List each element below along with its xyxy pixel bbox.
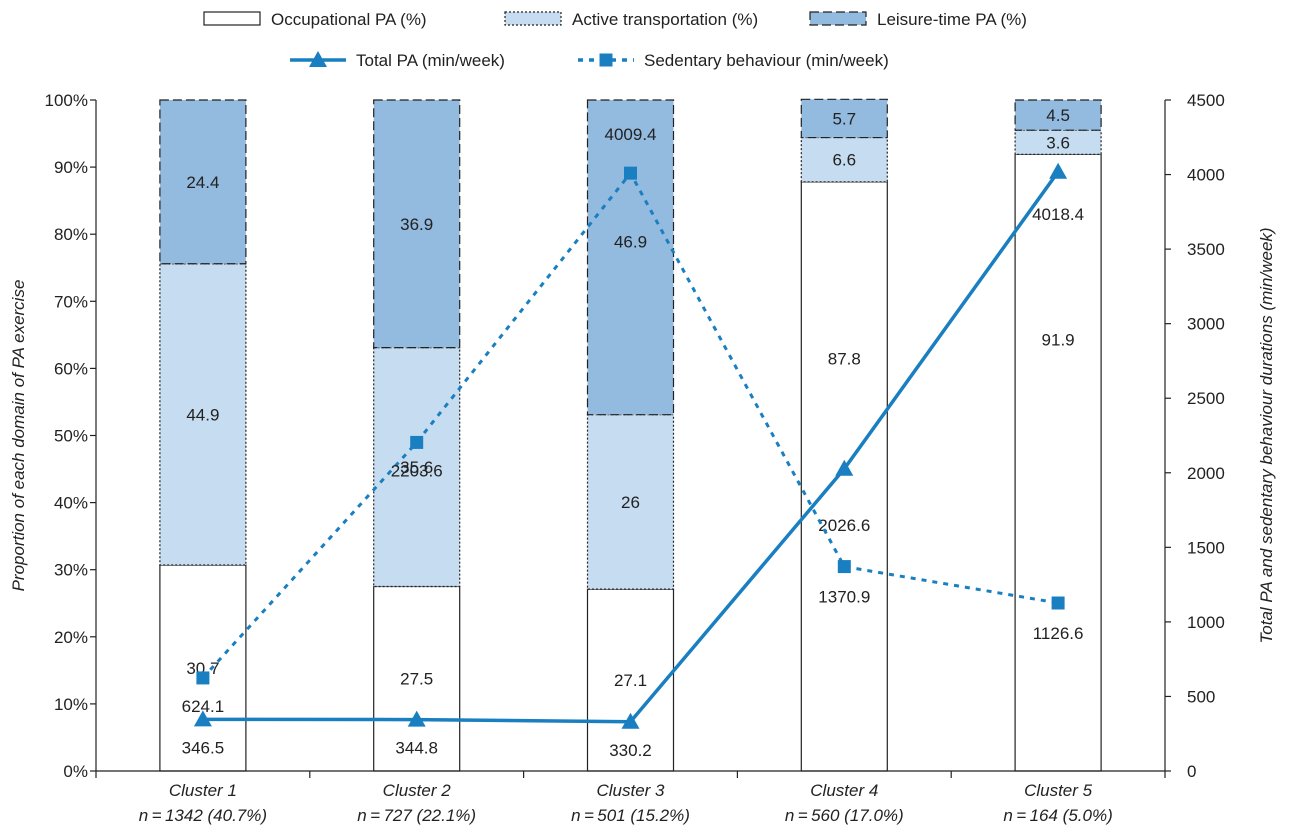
y-left-tick-label: 0% [63,762,88,781]
bar-segment-1-cluster-3 [586,588,675,772]
bar-value-label: 27.1 [614,671,647,690]
bar-value-label: 91.9 [1042,330,1075,349]
y-left-tick-label: 80% [54,225,88,244]
sedentary-marker [624,166,637,180]
bar-value-label: 3.6 [1046,133,1070,152]
legend-swatch [504,11,562,26]
legend-swatch [809,11,867,26]
x-category-label: Cluster 2 [383,781,452,800]
bar-value-label: 30.7 [186,659,219,678]
line-series: 346.5 344.8 330.2 2026.6 4018.4 624.1 2203.6 40… [182,125,1084,760]
line-value-label: 4009.4 [605,125,657,144]
bar-segment-1-cluster-1 [159,564,247,772]
y-left-tick-label: 10% [54,695,88,714]
y-right-tick-label: 1500 [1187,538,1225,557]
y-right-tick-label: 3000 [1187,315,1225,334]
total-pa-marker [835,459,854,476]
x-category-label: Cluster 1 [169,781,237,800]
y-left-tick-label: 60% [54,359,88,378]
bar-value-label: 87.8 [828,350,861,369]
bar-value-label: 4.5 [1046,106,1070,125]
bar-segment-3-cluster-1 [159,99,247,265]
legend-label: Occupational PA (%) [271,10,427,29]
bar-value-label: 44.9 [186,405,219,424]
legend-marker [599,53,613,67]
total-pa-marker [621,712,640,729]
y-right-tick-label: 1000 [1187,613,1225,632]
bar-value-label: 35.6 [400,458,433,477]
legend-label: Leisure-time PA (%) [877,10,1027,29]
x-category-n-label: n = 560 (17.0%) [785,806,904,825]
y-left-tick-label: 30% [54,561,88,580]
legend-marker [309,51,327,67]
x-category-n-label: n = 727 (22.1%) [357,806,476,825]
line-value-label: 1370.9 [818,588,870,607]
legend-label: Sedentary behaviour (min/week) [644,51,889,70]
bar-segment-3-cluster-3 [586,99,675,416]
legend-label: Total PA (min/week) [356,51,505,70]
y-left-tick-label: 50% [54,427,88,446]
bar-segment-3-cluster-2 [373,99,461,349]
x-category-label: Cluster 4 [810,781,878,800]
bar-value-label: 5.7 [832,109,856,128]
y-left-tick-label: 20% [54,628,88,647]
bar-value-label: 36.9 [400,215,433,234]
y-left-tick-label: 90% [54,158,88,177]
x-category-n-label: n = 1342 (40.7%) [139,806,267,825]
y-right-tick-label: 0 [1187,762,1196,781]
legend-swatch [203,11,261,26]
y-right-axis-title: Total PA and sedentary behaviour duratio… [1257,227,1276,643]
axes: 0% 10% 20% 30% 40% 50% 60% 70% 80% 90% 100% 0 500 100… [9,91,1276,825]
bar-segment-3-cluster-5 [1014,99,1102,131]
y-right-tick-label: 4500 [1187,91,1225,110]
bar-value-label: 46.9 [614,233,647,252]
bar-value-label: 27.5 [400,670,433,689]
bar-segment-3-cluster-4 [800,98,888,139]
line-value-label: 2203.6 [391,461,443,480]
total-pa-marker [407,710,426,727]
line-value-label: 346.5 [182,738,225,757]
bar-segment-2-cluster-1 [159,263,247,566]
x-category-label: Cluster 3 [596,781,665,800]
y-right-tick-label: 2000 [1187,464,1225,483]
line-value-label: 624.1 [182,697,225,716]
line-value-label: 330.2 [609,741,652,760]
sedentary-marker [837,560,851,574]
total-pa-marker [1049,162,1068,179]
bar-value-label: 6.6 [832,151,856,170]
bar-segment-1-cluster-4 [800,181,888,772]
x-category-label: Cluster 5 [1024,781,1093,800]
bar-segment-1-cluster-2 [373,585,461,772]
y-left-tick-label: 100% [45,91,88,110]
sedentary-marker [196,671,210,685]
x-category-n-label: n = 164 (5.0%) [1003,806,1112,825]
sedentary-marker [1051,596,1065,610]
y-right-tick-label: 4000 [1187,166,1225,185]
bar-value-label: 26 [621,493,640,512]
line-value-label: 1126.6 [1033,624,1084,643]
bar-segment-2-cluster-4 [800,136,888,183]
y-right-tick-label: 2500 [1187,389,1225,408]
legend-label: Active transportation (%) [572,10,758,29]
bar-segment-2-cluster-2 [373,346,461,588]
y-left-axis-title: Proportion of each domain of PA exercise [9,280,28,592]
sedentary-marker [410,435,424,449]
y-left-tick-label: 70% [54,292,88,311]
bar-segment-2-cluster-3 [586,414,675,590]
legend: Occupational PA (%) Active transportation… [203,10,1027,70]
line-value-label: 2026.6 [818,516,870,535]
line-value-label: 344.8 [395,739,438,758]
bar-segment-2-cluster-5 [1014,129,1102,155]
y-left-tick-label: 40% [54,494,88,513]
total-pa-marker [193,710,212,727]
bar-value-label: 24.4 [186,173,219,192]
y-right-tick-label: 500 [1187,687,1215,706]
bar-groups: 30.7 44.9 24.4 27.5 35.6 36.9 27.1 26 46.9 87.8 6.… [159,98,1102,772]
y-right-tick-label: 3500 [1187,240,1225,259]
x-category-n-label: n = 501 (15.2%) [571,806,690,825]
bar-segment-1-cluster-5 [1014,153,1102,772]
line-value-label: 4018.4 [1032,205,1084,224]
